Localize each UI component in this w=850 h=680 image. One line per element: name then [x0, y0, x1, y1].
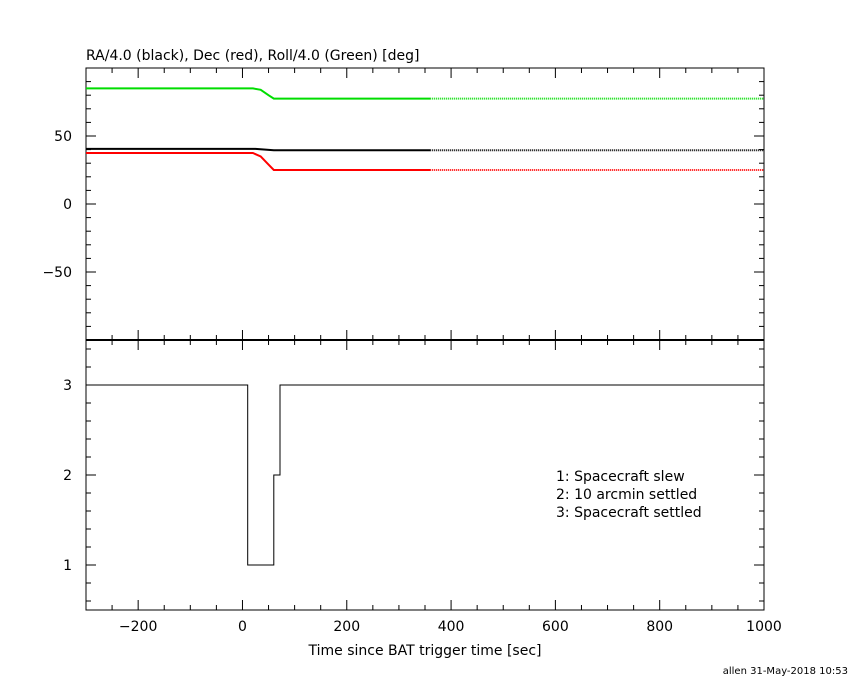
x-tick-label: 0: [238, 619, 247, 635]
bottom-panel: −200 0 200 400 600 800 1000 1 2 3 1: Spacecraft s…: [63, 339, 782, 659]
y-tick-label: 0: [63, 197, 72, 213]
x-tick-label: −200: [119, 619, 157, 635]
y-tick-label: 1: [63, 558, 72, 574]
x-tick-label: 200: [333, 619, 360, 635]
footer-credit: allen 31-May-2018 10:53: [723, 666, 848, 677]
series-0-solid-line: [86, 87, 431, 100]
x-tick-label: 1000: [746, 619, 782, 635]
x-tick-label: 800: [646, 619, 673, 635]
top-chart-title: RA/4.0 (black), Dec (red), Roll/4.0 (Gre…: [86, 48, 419, 64]
y-tick-label: 3: [63, 378, 72, 394]
annotation-settled: 3: Spacecraft settled: [556, 505, 702, 521]
annotation-slew: 1: Spacecraft slew: [556, 469, 685, 485]
top-panel: RA/4.0 (black), Dec (red), Roll/4.0 (Gre…: [42, 48, 765, 341]
y-tick-label: −50: [42, 265, 72, 281]
top-ticks: −50 0 50: [42, 68, 765, 340]
bottom-ticks: −200 0 200 400 600 800 1000 1 2 3: [63, 340, 782, 635]
x-axis-label: Time since BAT trigger time [sec]: [308, 643, 542, 659]
y-tick-label: 2: [63, 468, 72, 484]
series-2-solid-line: [86, 152, 431, 171]
top-series-group: [86, 87, 764, 171]
x-tick-label: 400: [438, 619, 465, 635]
status-step-line: [86, 384, 764, 566]
bottom-series-group: [86, 384, 764, 566]
series-1-solid-line: [86, 147, 431, 152]
y-tick-label: 50: [54, 129, 72, 145]
annotation-10-arcmin: 2: 10 arcmin settled: [556, 487, 697, 503]
top-plot-frame: [85, 67, 765, 341]
x-tick-label: 600: [542, 619, 569, 635]
